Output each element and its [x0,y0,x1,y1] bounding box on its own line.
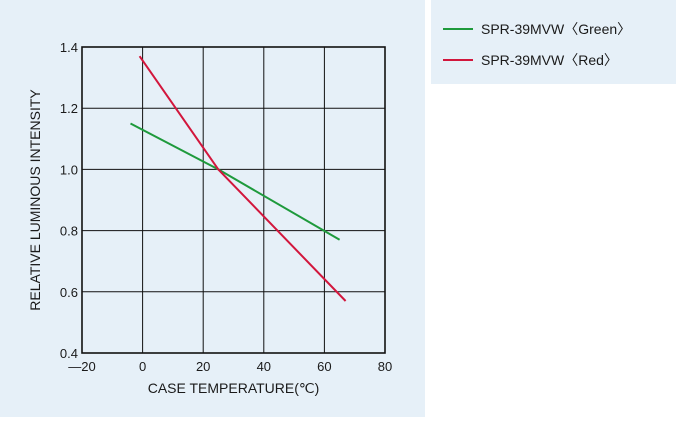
grid [82,47,385,353]
y-tick-label: 1.0 [60,162,78,177]
legend-label-green: SPR-39MVW〈Green〉 [481,21,632,37]
y-tick-label: 0.8 [60,224,78,239]
x-tick-label: 20 [196,359,210,374]
x-tick-label: 0 [139,359,146,374]
legend-item-red: SPR-39MVW〈Red〉 [443,50,618,70]
legend-item-green: SPR-39MVW〈Green〉 [443,19,631,39]
y-tick-label: 0.6 [60,285,78,300]
series-line-green [130,122,341,241]
tick-labels: —20 0 20 40 60 80 0.4 0.6 0.8 1.0 1.2 1.4 [60,40,392,374]
y-axis-label: RELATIVE LUMINOUS INTENSITY [27,89,43,311]
x-tick-label: 60 [317,359,331,374]
chart-svg: —20 0 20 40 60 80 0.4 0.6 0.8 1.0 1.2 1.4 CASE TEMP… [27,40,392,396]
legend-swatch-green [443,28,473,30]
x-tick-label: 40 [257,359,271,374]
x-axis-label: CASE TEMPERATURE(℃) [148,380,320,396]
plot-frame [81,46,386,354]
chart-panel: —20 0 20 40 60 80 0.4 0.6 0.8 1.0 1.2 1.4 CASE TEMP… [0,0,425,417]
y-tick-label: 0.4 [60,346,78,361]
legend-swatch-red [443,59,473,61]
legend-label-red: SPR-39MVW〈Red〉 [481,52,618,68]
series-line-red [138,55,347,302]
x-tick-label: —20 [68,359,95,374]
y-tick-label: 1.4 [60,40,78,55]
x-tick-label: 80 [378,359,392,374]
y-tick-label: 1.2 [60,101,78,116]
legend: SPR-39MVW〈Green〉 SPR-39MVW〈Red〉 [431,0,676,84]
series-lines [130,55,347,302]
